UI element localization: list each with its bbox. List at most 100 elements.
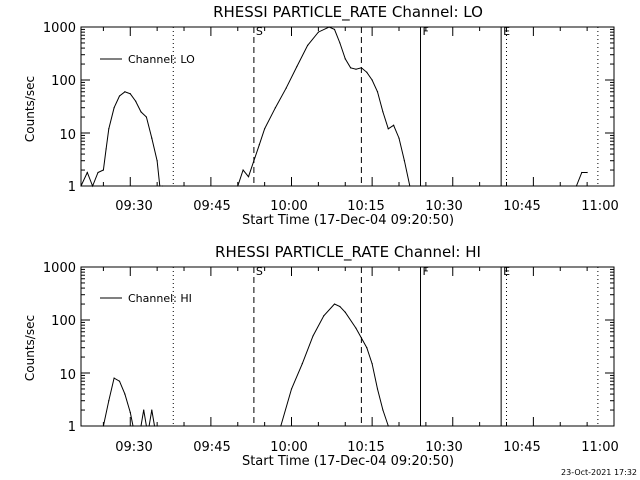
data-point <box>140 111 142 113</box>
legend-label: Channel: HI <box>128 292 192 305</box>
y-tick-labels: 1000 100 10 1 <box>43 261 76 435</box>
data-point <box>344 311 346 313</box>
y-tick-label: 10 <box>59 128 76 143</box>
data-point <box>159 185 161 187</box>
data-point <box>135 100 137 102</box>
data-point <box>161 185 164 187</box>
data-point <box>108 128 110 130</box>
x-tick-labels: 09:30 09:45 10:00 10:15 10:30 10:45 11:0… <box>115 440 618 455</box>
x-tick-label: 10:30 <box>425 199 462 214</box>
data-point <box>143 409 145 411</box>
data-point <box>129 411 131 414</box>
chart-title: RHESSI PARTICLE_RATE Channel: HI <box>215 243 481 262</box>
data-point <box>350 67 352 69</box>
x-axis-label: Start Time (17-Dec-04 09:20:50) <box>242 454 454 469</box>
x-tick-label: 09:45 <box>193 199 230 214</box>
data-point <box>242 169 244 171</box>
data-point <box>344 58 346 60</box>
data-point <box>382 409 384 411</box>
x-tick-labels: 09:30 09:45 10:00 10:15 10:30 10:45 11:0… <box>115 199 618 214</box>
data-point <box>333 303 336 305</box>
data-point <box>124 393 126 395</box>
data-point <box>575 185 577 187</box>
data-point <box>97 171 99 174</box>
data-series-line <box>102 303 389 427</box>
data-point <box>355 327 357 329</box>
event-marker-label: S <box>256 265 263 278</box>
y-tick-label: 10 <box>59 368 76 383</box>
data-point <box>398 137 400 139</box>
y-tick-labels: 1000 100 10 1 <box>43 21 76 195</box>
event-marker-label: F <box>423 25 429 38</box>
data-point <box>113 107 115 109</box>
data-point <box>393 124 395 126</box>
data-point <box>387 128 389 130</box>
data-point <box>253 160 255 162</box>
y-tick-label: 1 <box>68 420 76 435</box>
x-tick-label: 10:15 <box>347 440 384 455</box>
x-tick-label: 10:15 <box>347 199 384 214</box>
y-tick-label: 1 <box>68 180 76 195</box>
data-point <box>328 26 330 28</box>
data-point <box>156 425 158 427</box>
data-point <box>151 409 153 411</box>
plot-frame <box>80 266 615 427</box>
data-point <box>403 160 405 162</box>
data-point <box>586 171 588 174</box>
chart-title: RHESSI PARTICLE_RATE Channel: LO <box>213 3 483 22</box>
data-point <box>382 111 384 113</box>
data-point <box>339 305 341 308</box>
data-point <box>132 425 134 427</box>
data-point <box>323 315 325 317</box>
data-point <box>360 67 362 69</box>
data-point <box>366 347 368 349</box>
data-point <box>145 116 147 118</box>
data-point <box>102 169 104 171</box>
y-tick-label: 100 <box>51 74 76 89</box>
data-point <box>376 388 379 390</box>
data-point <box>274 107 276 109</box>
hi-channel-panel: RHESSI PARTICLE_RATE Channel: HI Counts/… <box>23 243 619 469</box>
data-point <box>333 28 336 31</box>
data-point <box>290 388 293 390</box>
data-point <box>105 148 107 150</box>
x-tick-label: 10:45 <box>503 199 540 214</box>
data-point <box>113 377 115 379</box>
data-point <box>148 425 150 427</box>
data-point <box>108 400 110 402</box>
plot-frame <box>80 26 615 187</box>
data-point <box>264 128 266 130</box>
data-point <box>247 176 250 178</box>
data-point <box>102 425 104 427</box>
x-tick-label: 11:00 <box>581 440 618 455</box>
data-point <box>355 68 357 70</box>
legend-label: Channel: LO <box>128 53 195 66</box>
data-point <box>409 185 411 187</box>
x-tick-label: 09:30 <box>115 199 152 214</box>
data-point <box>151 137 153 139</box>
y-tick-label: 1000 <box>43 21 76 36</box>
data-point <box>237 185 239 187</box>
y-axis-label: Counts/sec <box>23 315 37 381</box>
data-point <box>124 91 126 93</box>
data-point <box>376 91 379 93</box>
x-tick-label: 10:00 <box>270 199 307 214</box>
data-point <box>258 144 260 146</box>
data-point <box>371 363 373 365</box>
x-tick-label: 10:30 <box>425 440 462 455</box>
data-point <box>339 42 341 44</box>
data-point <box>156 160 158 162</box>
data-point <box>153 425 156 427</box>
data-point <box>301 363 303 365</box>
y-tick-label: 1000 <box>43 261 76 276</box>
data-point <box>307 44 309 46</box>
event-marker-label: F <box>423 265 429 278</box>
data-point <box>317 31 319 33</box>
generation-timestamp: 23-Oct-2021 17:32 <box>561 468 637 477</box>
data-point <box>285 87 287 89</box>
data-point <box>140 425 142 427</box>
x-tick-label: 11:00 <box>581 199 618 214</box>
event-marker-label: S <box>256 25 263 38</box>
y-tick-label: 100 <box>51 314 76 329</box>
